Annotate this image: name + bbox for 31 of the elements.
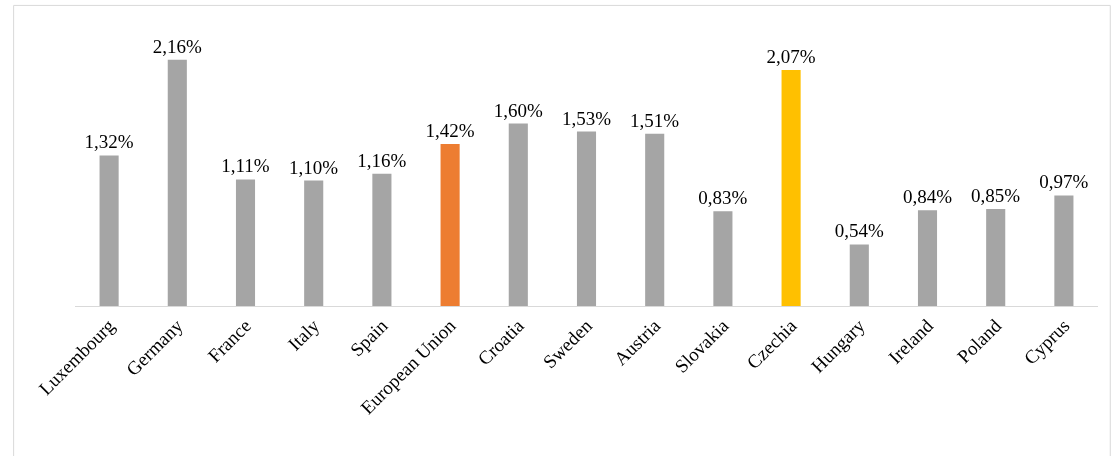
data-label: 2,16% <box>152 35 202 57</box>
data-label: 1,11% <box>221 155 270 177</box>
bar <box>372 173 392 306</box>
data-label: 2,07% <box>766 45 816 67</box>
data-label: 1,42% <box>425 120 475 142</box>
data-label: 0,85% <box>971 185 1021 207</box>
data-label: 1,10% <box>289 156 339 178</box>
bar <box>440 144 460 306</box>
data-label: 0,84% <box>902 186 953 208</box>
bar <box>645 133 665 306</box>
x-tick-label: Italy <box>283 314 324 355</box>
data-label: 0,97% <box>1039 171 1089 193</box>
bar <box>1054 195 1074 306</box>
bar <box>304 180 324 306</box>
bar <box>986 209 1006 306</box>
data-label: 1,16% <box>357 149 407 171</box>
bar <box>713 211 733 306</box>
data-label: 1,51% <box>630 109 680 131</box>
data-label: 0,83% <box>698 187 748 209</box>
bar <box>167 59 187 306</box>
bar <box>917 210 938 306</box>
data-label: 0,54% <box>834 220 884 242</box>
bar <box>849 244 869 306</box>
bar <box>508 123 528 306</box>
data-label: 1,53% <box>561 107 612 129</box>
bar <box>99 155 119 306</box>
data-label: 1,60% <box>493 99 543 121</box>
bar <box>576 131 597 306</box>
bar <box>781 69 801 306</box>
data-label: 1,32% <box>84 131 134 153</box>
bar <box>235 179 256 306</box>
